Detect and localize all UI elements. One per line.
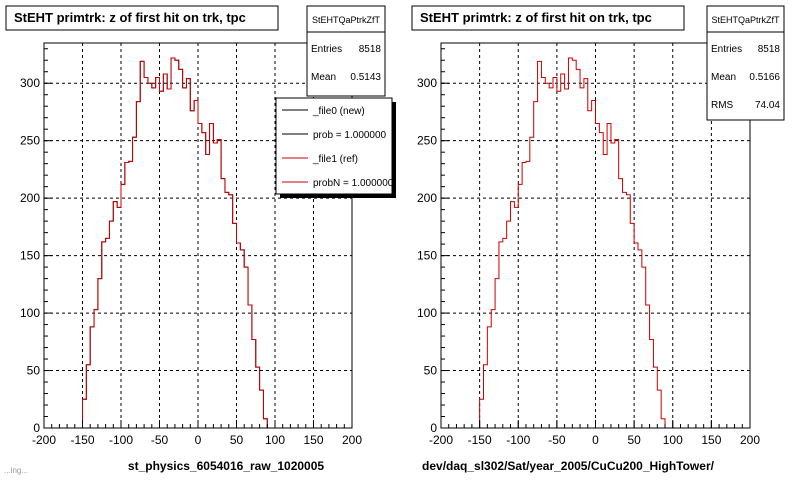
legend-label: probN = 1.000000: [313, 178, 394, 189]
stats-value: 8518: [758, 44, 781, 55]
chart-title: StEHT primtrk: z of first hit on trk, tp…: [14, 10, 246, 25]
x-tick-label: -50: [548, 433, 566, 447]
x-tick-label: 50: [627, 433, 641, 447]
y-tick-label: 100: [417, 306, 437, 320]
legend-label: prob = 1.000000: [313, 130, 387, 141]
chart-panel-2: -200 -150 -100 -50 0 50 100 150 200 0 50 100 150 200 2…: [411, 5, 785, 473]
stats-label: Entries: [311, 44, 342, 55]
footer-text: ...ing...: [4, 466, 29, 475]
x-tick-label: -200: [32, 433, 56, 447]
stats-label: Mean: [711, 72, 736, 83]
stats-box: [306, 5, 386, 97]
x-tick-label: 0: [592, 433, 599, 447]
title-box: [5, 5, 279, 31]
y-tick-label: 300: [417, 76, 437, 90]
y-tick-label: 250: [20, 134, 40, 148]
y-tick-label: 250: [417, 134, 437, 148]
x-axis-label: st_physics_6054016_raw_1020005: [128, 459, 324, 473]
chart-panel-1: -200 -150 -100 -50 0 50 100 150 200 0 50 100 150 200 2…: [5, 5, 396, 473]
y-tick-label: 0: [430, 421, 437, 435]
y-tick-label: 100: [20, 306, 40, 320]
x-tick-label: -100: [506, 433, 530, 447]
legend-box: [275, 97, 393, 195]
y-tick-label: 0: [33, 421, 40, 435]
stats-value: 0.5166: [749, 72, 780, 83]
legend-label: _file1 (ref): [312, 154, 358, 165]
x-tick-label: 200: [342, 433, 362, 447]
x-tick-label: 150: [303, 433, 323, 447]
x-tick-label: 100: [663, 433, 683, 447]
stats-title: StEHTQaPtrkZfT: [312, 15, 381, 25]
y-tick-label: 150: [20, 249, 40, 263]
legend-label: _file0 (new): [312, 106, 365, 117]
stats-value: 74.04: [755, 100, 780, 111]
x-tick-label: -150: [70, 433, 94, 447]
title-box: [411, 5, 685, 31]
stats-label: RMS: [711, 100, 734, 111]
x-tick-label: 150: [701, 433, 721, 447]
x-axis-label: dev/daq_sl302/Sat/year_2005/CuCu200_High…: [422, 459, 715, 473]
y-tick-label: 50: [424, 364, 438, 378]
x-tick-label: -200: [429, 433, 453, 447]
y-tick-label: 200: [20, 191, 40, 205]
chart-title: StEHT primtrk: z of first hit on trk, tp…: [420, 10, 652, 25]
x-tick-label: -50: [151, 433, 169, 447]
y-tick-label: 150: [417, 249, 437, 263]
x-tick-label: -100: [109, 433, 133, 447]
x-tick-label: 50: [230, 433, 244, 447]
x-tick-label: 100: [265, 433, 285, 447]
stats-value: 8518: [359, 44, 382, 55]
y-tick-label: 200: [417, 191, 437, 205]
stats-value: 0.5143: [350, 72, 381, 83]
x-tick-label: 0: [195, 433, 202, 447]
y-tick-label: 300: [20, 76, 40, 90]
stats-box: [706, 5, 785, 121]
x-tick-label: 200: [740, 433, 760, 447]
x-tick-label: -150: [468, 433, 492, 447]
stats-label: Entries: [711, 44, 742, 55]
y-tick-label: 50: [27, 364, 41, 378]
stats-label: Mean: [311, 72, 336, 83]
stats-title: StEHTQaPtrkZfT: [711, 15, 780, 25]
